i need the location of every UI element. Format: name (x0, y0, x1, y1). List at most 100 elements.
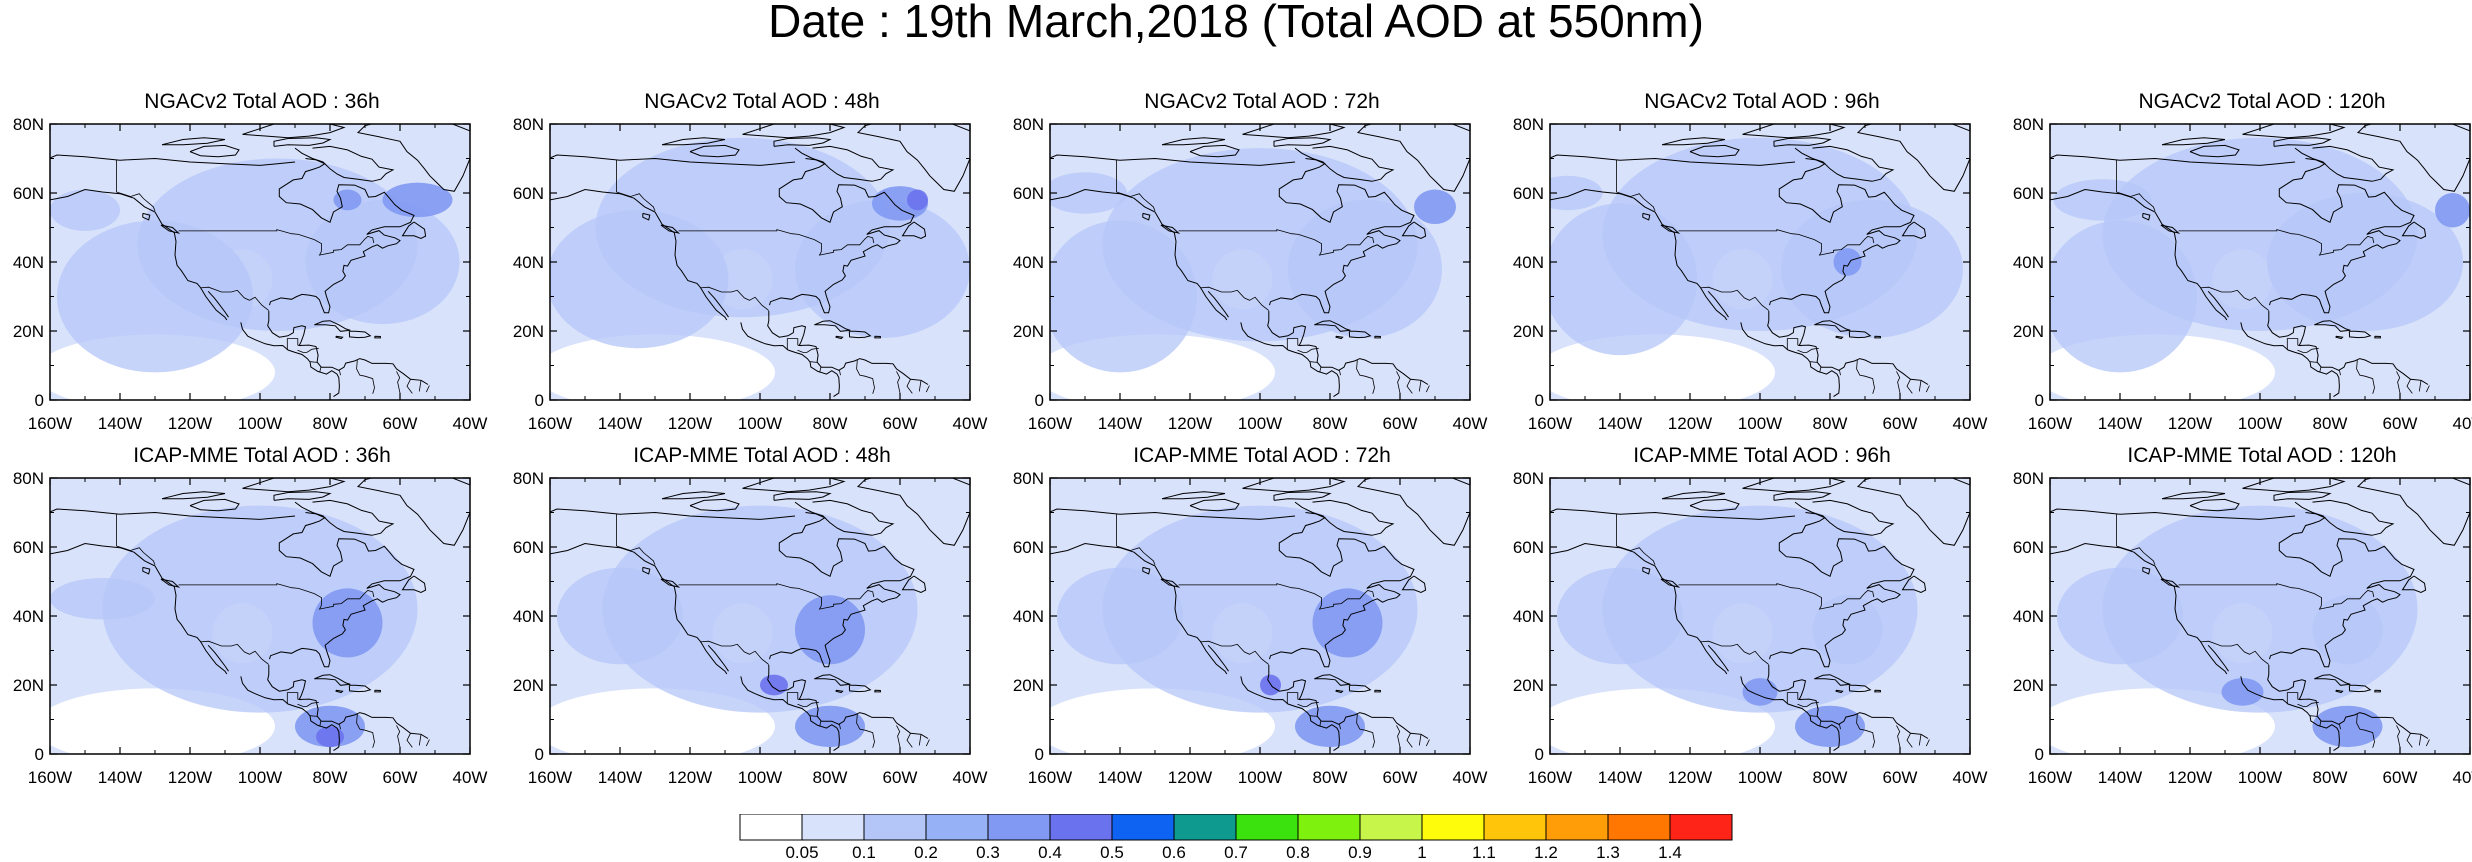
country-border (1200, 286, 1270, 311)
lon-label: 80W (1813, 768, 1848, 787)
coastline (1794, 499, 1895, 536)
coastline (1050, 542, 1228, 675)
colorbar-swatch (1607, 814, 1671, 841)
country-border (839, 723, 841, 730)
lon-label: 160W (1028, 768, 1072, 787)
coastline (1348, 684, 1372, 693)
country-border (2286, 692, 2302, 704)
aod-region (1050, 220, 1197, 373)
aod-region (1288, 199, 1442, 338)
country-border (418, 380, 422, 392)
country-border (2297, 347, 2319, 353)
lon-label: 40W (1953, 768, 1988, 787)
lon-label: 100W (2238, 768, 2282, 787)
colorbar-swatch (1111, 814, 1175, 841)
coastline (161, 137, 226, 146)
country-border (2319, 366, 2322, 373)
lat-label: 80N (1513, 469, 1544, 488)
coastline (2401, 221, 2427, 240)
country-border (678, 229, 875, 256)
coastline (1707, 644, 1729, 672)
coastline (2142, 212, 2151, 221)
lon-label: 160W (28, 414, 72, 433)
coastline (2269, 512, 2415, 668)
coastline (269, 512, 415, 668)
coastline (1207, 644, 1229, 672)
coastline (901, 575, 927, 594)
country-border (786, 338, 802, 350)
lon-label: 140W (1598, 414, 1642, 433)
coastline (2242, 124, 2346, 139)
coastline (642, 566, 651, 575)
colorbar: 0.05 0.1 0.2 0.3 0.4 0.5 0.6 0.7 0.8 0.9 1 1.1 1.2 1.… (739, 814, 1733, 860)
lon-label: 120W (668, 768, 712, 787)
country-border (116, 545, 156, 566)
panel-title: ICAP-MME Total AOD : 48h (633, 444, 891, 467)
lat-label: 40N (13, 253, 44, 272)
coastline (1769, 512, 1915, 668)
country-border (616, 191, 656, 212)
coastline (2161, 137, 2226, 146)
country-border (2406, 733, 2413, 748)
aod-region (2267, 193, 2463, 331)
coastline (207, 644, 229, 672)
coastline (1356, 478, 1470, 546)
coastline (273, 137, 332, 147)
country-border (2286, 338, 2302, 350)
coastline (2314, 674, 2351, 686)
coastline (1550, 188, 1728, 321)
country-border (2310, 361, 2318, 363)
coastline (1740, 676, 1840, 752)
lat-label: 20N (2013, 676, 2044, 695)
lat-label: 60N (1013, 538, 1044, 557)
map-panel-icap-72h: ICAP-MME Total AOD : 72h 80N 60N 40N 20N 0 16… (1010, 442, 1510, 802)
country-border (678, 583, 875, 610)
map-panel-icap-120h: ICAP-MME Total AOD : 120h 80N 60N 40N 20N 0 1… (2010, 442, 2472, 802)
country-border (839, 369, 841, 376)
country-border (819, 720, 822, 727)
lat-label: 80N (13, 115, 44, 134)
coastline (2335, 689, 2344, 694)
country-border (819, 366, 822, 373)
colorbar-label: 0.8 (1286, 843, 1310, 860)
coastline (707, 644, 729, 672)
country-border (786, 692, 802, 704)
country-border (1906, 733, 1913, 748)
lat-label: 60N (13, 184, 44, 203)
coastline (1269, 512, 1415, 668)
colorbar-label: 1 (1417, 843, 1426, 860)
lon-label: 80W (313, 414, 348, 433)
lon-label: 100W (238, 768, 282, 787)
country-border (1297, 347, 1319, 353)
lon-label: 120W (668, 414, 712, 433)
country-border (406, 379, 413, 394)
lon-label: 40W (453, 414, 488, 433)
country-border (1786, 338, 1802, 350)
aod-region (1260, 674, 1281, 696)
lon-label: 60W (883, 414, 918, 433)
coastline (2335, 335, 2344, 340)
lon-label: 160W (1028, 414, 1072, 433)
lon-label: 40W (1953, 414, 1988, 433)
aod-region (316, 726, 344, 748)
country-border (906, 379, 913, 394)
lon-label: 40W (2453, 414, 2472, 433)
country-border (2406, 379, 2413, 394)
panel-title: ICAP-MME Total AOD : 72h (1133, 444, 1391, 467)
coastline (314, 674, 351, 686)
aod-region (907, 189, 928, 211)
lon-label: 120W (1668, 768, 1712, 787)
lon-label: 120W (2168, 768, 2212, 787)
lat-label: 20N (1513, 322, 1544, 341)
lat-label: 60N (1513, 184, 1544, 203)
coastline (1661, 137, 1726, 146)
colorbar-label: 0.7 (1224, 843, 1248, 860)
country-border (2178, 583, 2375, 610)
country-border (1616, 191, 1656, 212)
aod-region (2312, 595, 2383, 665)
country-border (2418, 734, 2422, 746)
coastline (835, 335, 844, 340)
lat-label: 80N (2013, 469, 2044, 488)
aod-region (1550, 203, 1697, 356)
lat-label: 80N (513, 469, 544, 488)
